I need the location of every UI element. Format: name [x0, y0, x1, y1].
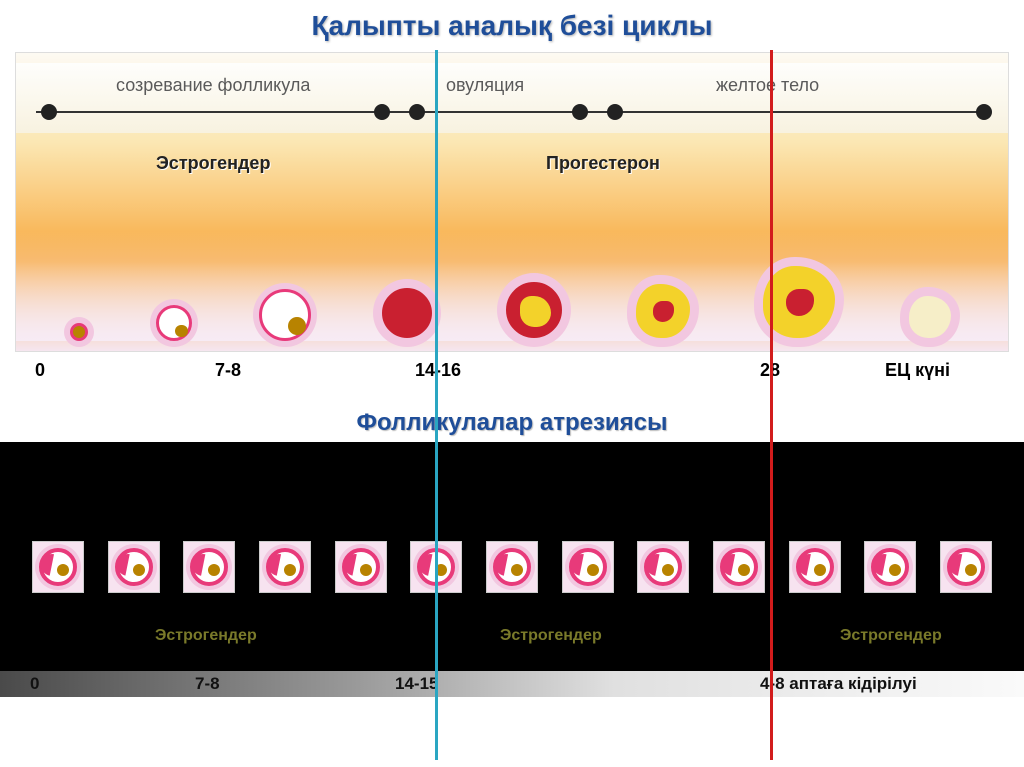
phase-dot [409, 104, 425, 120]
phase-dot [572, 104, 588, 120]
ovulation-marker-line [435, 50, 438, 760]
upper-axis: 0 7-8 14-16 28 ЕЦ күні [15, 360, 1009, 384]
phase-dot [976, 104, 992, 120]
day28-marker-line [770, 50, 773, 760]
axis-tick: 0 [35, 360, 45, 381]
phase-line [36, 111, 988, 113]
follicle-regress [906, 293, 954, 341]
atretic-follicle [108, 541, 160, 593]
axis-tick: 4-8 аптаға кідірілуі [760, 674, 917, 694]
atretic-follicle [789, 541, 841, 593]
phase-dot [607, 104, 623, 120]
subtitle-atresia: Фолликулалар атрезиясы [0, 409, 1024, 437]
lower-hormone-3: Эстрогендер [840, 627, 942, 645]
axis-tick: 14-16 [415, 360, 461, 381]
hormone-estrogen: Эстрогендер [156, 153, 270, 174]
phase-dot [374, 104, 390, 120]
phase-label-follicle: созревание фолликула [116, 75, 310, 96]
phase-label-corpus: желтое тело [716, 75, 819, 96]
lower-hormone-2: Эстрогендер [500, 627, 602, 645]
atretic-follicle [940, 541, 992, 593]
axis-tick: 7-8 [215, 360, 241, 381]
follicle-early-corpus [503, 279, 565, 341]
lower-hormone-1: Эстрогендер [155, 627, 257, 645]
atretic-follicle [183, 541, 235, 593]
atretic-follicle [864, 541, 916, 593]
phase-label-ovulation: овуляция [446, 75, 524, 96]
axis-tick: 7-8 [195, 674, 220, 694]
lower-axis: 0 7-8 14-15 4-8 аптаға кідірілуі [0, 671, 1024, 697]
follicle-growing [156, 305, 192, 341]
hormone-progesterone: Прогестерон [546, 153, 660, 174]
atretic-follicle [562, 541, 614, 593]
atretic-follicle [259, 541, 311, 593]
follicle-ovulation [379, 285, 435, 341]
main-title: Қалыпты аналық безі циклы [0, 0, 1024, 47]
atretic-follicle [713, 541, 765, 593]
atretic-follicle [335, 541, 387, 593]
phase-bar: созревание фолликула овуляция желтое тел… [16, 63, 1008, 133]
axis-tick: 14-15 [395, 674, 438, 694]
upper-follicle-row [16, 231, 1008, 341]
follicle-small [70, 323, 88, 341]
atretic-follicle [637, 541, 689, 593]
follicle-mature [259, 289, 311, 341]
lower-follicle-row [20, 532, 1004, 602]
axis-unit: ЕЦ күні [885, 360, 950, 381]
atresia-block: Эстрогендер Эстрогендер Эстрогендер 0 7-… [0, 442, 1024, 697]
axis-tick: 0 [30, 674, 39, 694]
normal-cycle-block: созревание фолликула овуляция желтое тел… [15, 52, 1009, 352]
atretic-follicle [32, 541, 84, 593]
phase-dot [41, 104, 57, 120]
atretic-follicle [486, 541, 538, 593]
follicle-corpus [633, 281, 693, 341]
